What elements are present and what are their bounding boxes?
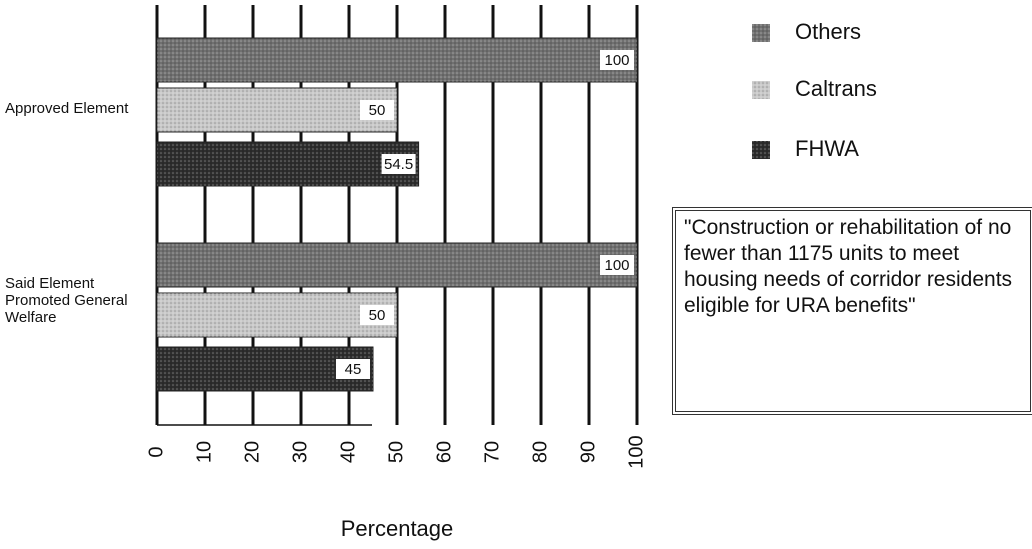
value-label: 50 <box>369 102 386 119</box>
legend-texture <box>752 141 770 159</box>
x-tick-label: 70 <box>481 441 503 463</box>
value-label-bg <box>381 154 416 174</box>
category-label: Approved Element <box>5 100 129 117</box>
x-tick-label: 40 <box>337 441 359 463</box>
category-label: Said Element Promoted General Welfare <box>5 275 128 326</box>
legend-label: Others <box>795 19 861 44</box>
legend-label: Caltrans <box>795 76 877 101</box>
bar-texture <box>157 142 419 186</box>
legend-label: FHWA <box>795 136 859 161</box>
bar-texture <box>157 293 397 337</box>
x-tick-label: 10 <box>193 441 215 463</box>
value-label-bg <box>360 305 394 325</box>
x-tick-label: 20 <box>241 441 263 463</box>
bar-texture <box>157 38 637 82</box>
value-label-bg <box>336 359 370 379</box>
x-axis-label: Percentage <box>341 516 454 541</box>
value-label: 100 <box>604 257 629 274</box>
x-tick-label: 60 <box>433 441 455 463</box>
value-label-bg <box>600 255 634 275</box>
value-label: 45 <box>345 361 362 378</box>
legend-texture <box>752 24 770 42</box>
value-label: 50 <box>369 307 386 324</box>
x-tick-label: 90 <box>577 441 599 463</box>
value-label: 54.5 <box>384 156 413 173</box>
value-label: 100 <box>604 52 629 69</box>
annotation: "Construction or rehabilitation of no fe… <box>672 207 1032 415</box>
bar-texture <box>157 88 397 132</box>
legend-texture <box>752 81 770 99</box>
x-tick-label: 50 <box>385 441 407 463</box>
x-tick-label: 0 <box>145 446 167 457</box>
value-label-bg <box>600 50 634 70</box>
x-tick-label: 100 <box>625 435 647 468</box>
bar-texture <box>157 243 637 287</box>
x-tick-label: 80 <box>529 441 551 463</box>
value-label-bg <box>360 100 394 120</box>
x-tick-label: 30 <box>289 441 311 463</box>
